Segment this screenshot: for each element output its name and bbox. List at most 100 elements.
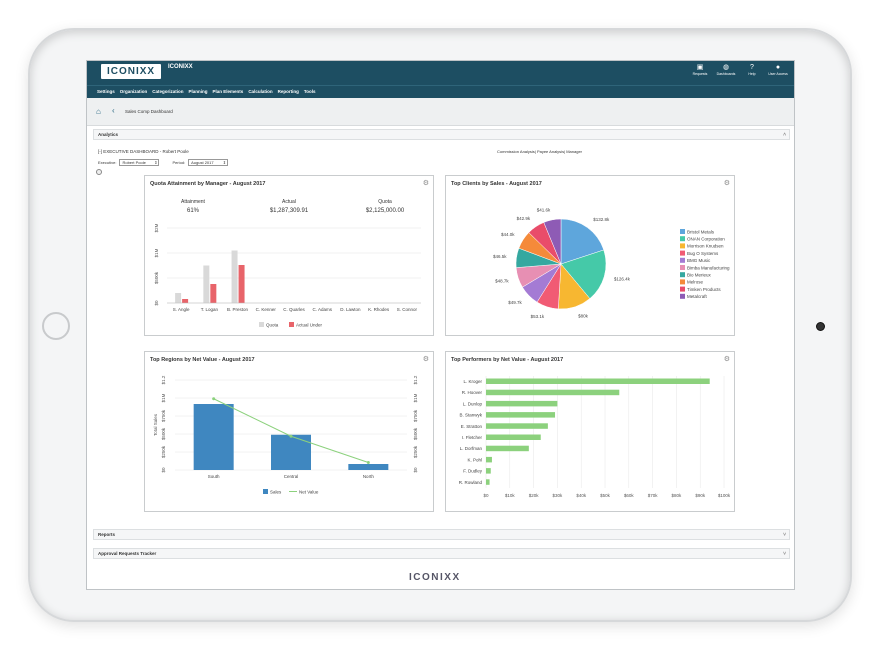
top-clients-panel: Top Clients by Sales - August 2017 ⚙ $13… xyxy=(445,175,735,336)
analytics-section-header[interactable]: Analytics ˄ xyxy=(93,129,790,140)
menu-settings[interactable]: Settings xyxy=(97,89,115,94)
bar xyxy=(210,284,217,303)
y2-tick-label: $500k xyxy=(413,427,418,440)
legend-swatch xyxy=(680,257,685,263)
approvals-section-header[interactable]: Approval Requests Tracker ˅ xyxy=(93,548,790,559)
bar xyxy=(486,389,620,396)
breadcrumb: ⌂ ‹ Sales Comp Dashboard xyxy=(87,98,794,126)
gear-icon[interactable]: ⚙ xyxy=(723,356,730,363)
legend-label: Net Value xyxy=(299,490,319,495)
bar xyxy=(175,293,182,303)
y-tick-label: L. Kroger xyxy=(463,379,482,384)
y-tick-label: $0 xyxy=(154,300,159,306)
x-tick-label: Central xyxy=(284,474,299,479)
footer-logo: ICONIXX xyxy=(409,572,461,583)
menu-calculation[interactable]: Calculation xyxy=(248,89,273,94)
legend-swatch xyxy=(680,293,685,299)
legend-label: Metalcraft xyxy=(687,294,708,299)
menu-planning[interactable]: Planning xyxy=(188,89,208,94)
bar xyxy=(486,479,490,485)
analytics-label: Analytics xyxy=(98,132,119,137)
clients-pie-chart: $132.8k $126.4k $80k $53.1k $49.7k $48.7k $46.… xyxy=(493,208,730,319)
kpi-value: 61% xyxy=(186,208,199,214)
bar xyxy=(231,250,238,303)
data-label: $132.8k xyxy=(593,217,610,222)
y2-tick-label: $1.2 xyxy=(413,375,418,384)
data-label: $126.4k xyxy=(614,277,631,282)
bar xyxy=(203,265,210,303)
top-icons: ▣ Requests ◍ Dashboards ? Help ● User Access xyxy=(690,63,788,76)
tablet-camera xyxy=(816,322,825,331)
legend-swatch xyxy=(259,322,264,327)
approvals-label: Approval Requests Tracker xyxy=(98,551,157,556)
menu-categorization[interactable]: Categorization xyxy=(152,89,184,94)
executive-select[interactable]: Robert Poole xyxy=(119,159,160,166)
data-label: $80k xyxy=(578,314,589,319)
top-regions-panel: Top Regions by Net Value - August 2017 ⚙… xyxy=(144,351,434,512)
analysis-links[interactable]: Commission Analysis| Payee Analysis| Man… xyxy=(497,149,583,154)
bar xyxy=(486,456,492,463)
main-menu: Settings Organization Categorization Pla… xyxy=(87,85,794,98)
line-point xyxy=(289,434,293,438)
help-button[interactable]: ? Help xyxy=(742,63,762,76)
gear-icon[interactable]: ⚙ xyxy=(422,356,429,363)
dashboard-icon: ◍ xyxy=(722,64,730,71)
user-access-label: User Access xyxy=(768,72,788,76)
quota-kpis: Attainment 61% Actual $1,287,309.91 Quota $… xyxy=(145,199,433,214)
top-performers-panel: Top Performers by Net Value - August 201… xyxy=(445,351,735,512)
menu-tools[interactable]: Tools xyxy=(303,89,316,94)
y2-tick-label: $750k xyxy=(413,409,418,422)
menu-reporting[interactable]: Reporting xyxy=(277,89,299,94)
y-tick-label: $500k xyxy=(161,427,166,440)
x-tick-label: $100k xyxy=(718,493,731,498)
user-access-button[interactable]: ● User Access xyxy=(768,63,788,76)
y-tick-label: $2M xyxy=(154,223,159,232)
quota-panel-title: Quota Attainment by Manager - August 201… xyxy=(150,181,266,187)
x-tick-label: S. Angle xyxy=(173,307,190,312)
menu-plan-elements[interactable]: Plan Elements xyxy=(212,89,244,94)
y-tick-label: $750k xyxy=(161,409,166,422)
y-tick-label: E. Stratton xyxy=(461,424,483,429)
data-label: $41.6k xyxy=(537,208,551,213)
kpi-label: Quota xyxy=(378,199,392,205)
x-tick-label: South xyxy=(208,474,220,479)
data-label: $53.1k xyxy=(531,314,545,319)
bar xyxy=(271,434,311,470)
info-icon[interactable] xyxy=(96,169,102,175)
clients-panel-title: Top Clients by Sales - August 2017 xyxy=(451,181,542,187)
legend-swatch xyxy=(289,322,294,327)
period-select[interactable]: August 2017 xyxy=(188,159,229,166)
back-chevron-icon[interactable]: ‹ xyxy=(112,106,115,115)
tablet-home-button[interactable] xyxy=(42,312,70,340)
x-tick-label: T. Logan xyxy=(201,307,219,312)
legend-swatch xyxy=(263,489,268,494)
app-screen: ICONIXX ICONIXX ▣ Requests ◍ Dashboards ? H… xyxy=(86,60,795,590)
y-tick-label: L. Dorfman xyxy=(460,446,483,451)
reports-section-header[interactable]: Reports ˅ xyxy=(93,529,790,540)
bar xyxy=(238,265,245,303)
y-tick-label: $1M xyxy=(154,248,159,257)
menu-organization[interactable]: Organization xyxy=(119,89,148,94)
legend-swatch xyxy=(680,250,685,256)
legend-label: Bimba Manufacturing xyxy=(687,265,730,270)
performers-chart: $0 $10k $20k $30k $40k $50k $60k $70k $80k $90k $1… xyxy=(459,376,731,498)
x-tick-label: K. Rhodes xyxy=(368,307,390,312)
gear-icon[interactable]: ⚙ xyxy=(723,180,730,187)
bar xyxy=(486,423,548,429)
home-icon[interactable]: ⌂ xyxy=(96,107,101,116)
legend-swatch xyxy=(680,229,685,234)
y2-tick-label: $250k xyxy=(413,445,418,458)
requests-button[interactable]: ▣ Requests xyxy=(690,63,710,76)
gear-icon[interactable]: ⚙ xyxy=(422,180,429,187)
executive-dashboard-toggle[interactable]: [-] EXECUTIVE DASHBOARD - Robert Poole xyxy=(98,149,189,154)
legend-label: Bio Merieux xyxy=(687,273,712,278)
y-tick-label: B. Stanwyk xyxy=(459,413,482,418)
dashboards-button[interactable]: ◍ Dashboards xyxy=(716,63,736,76)
bar xyxy=(486,434,541,440)
legend-swatch xyxy=(680,286,685,292)
quota-attainment-panel: Quota Attainment by Manager - August 201… xyxy=(144,175,434,336)
legend-label: ONAN Corporation xyxy=(687,237,725,242)
bar xyxy=(193,404,234,470)
period-label: Period: xyxy=(172,160,186,165)
y-tick-label: $0 xyxy=(161,467,166,473)
